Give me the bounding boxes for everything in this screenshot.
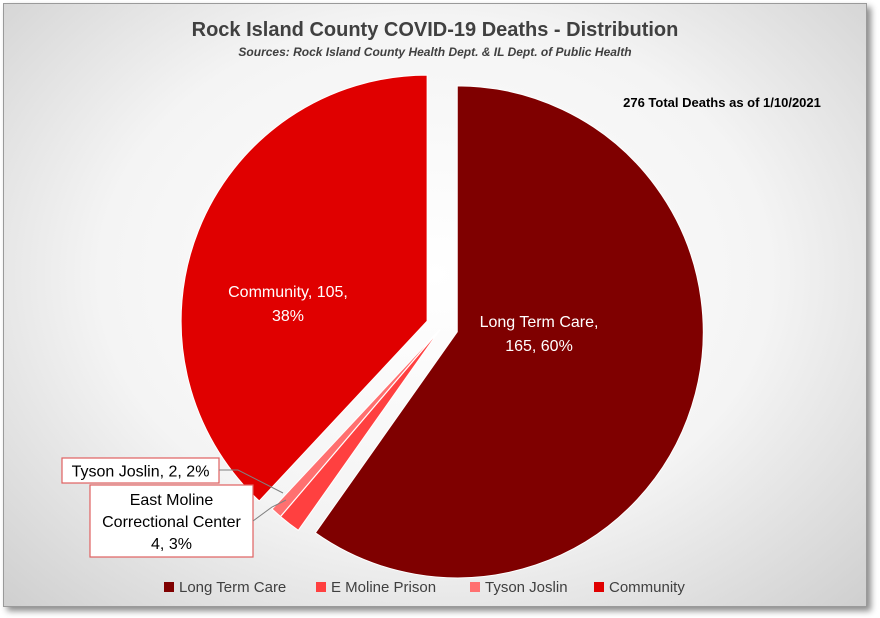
- chart-frame: Rock Island County COVID-19 Deaths - Dis…: [3, 3, 867, 607]
- legend-label-e-moline-prison: E Moline Prison: [331, 579, 436, 596]
- slice-label-long-term-care: Long Term Care,: [480, 314, 599, 331]
- slice-label-e-moline-prison: East Moline: [130, 492, 214, 509]
- pie-slice-tyson-joslin: [271, 328, 441, 518]
- pie-slice-long-term-care: [314, 85, 704, 579]
- slice-label-e-moline-prison: Correctional Center: [102, 514, 241, 531]
- slice-label-long-term-care: 165, 60%: [505, 338, 573, 355]
- legend-label-tyson-joslin: Tyson Joslin: [485, 579, 568, 596]
- slice-label-e-moline-prison: 4, 3%: [151, 536, 192, 553]
- legend-item-community: Community: [594, 579, 685, 596]
- leader-line-tyson-joslin: [219, 469, 284, 494]
- legend-label-community: Community: [609, 579, 685, 596]
- legend-item-long-term-care: Long Term Care: [164, 579, 286, 596]
- slice-labels: Long Term Care, 165, 60% East Moline Correc…: [61, 284, 599, 558]
- chart-legend: Long Term Care E Moline Prison Tyson Josli…: [164, 579, 685, 596]
- legend-swatch-tyson-joslin: [470, 582, 480, 592]
- legend-label-long-term-care: Long Term Care: [179, 579, 286, 596]
- legend-swatch-e-moline-prison: [316, 582, 326, 592]
- legend-item-tyson-joslin: Tyson Joslin: [470, 579, 568, 596]
- total-deaths-annotation: 276 Total Deaths as of 1/10/2021: [623, 95, 821, 110]
- slice-label-box-e-moline-prison: [89, 484, 254, 558]
- chart-title: Rock Island County COVID-19 Deaths - Dis…: [192, 19, 679, 41]
- chart-subtitle: Sources: Rock Island County Health Dept.…: [238, 45, 631, 59]
- legend-item-e-moline-prison: E Moline Prison: [316, 579, 436, 596]
- pie-slice-community: [180, 74, 428, 502]
- legend-swatch-community: [594, 582, 604, 592]
- chart-svg: Rock Island County COVID-19 Deaths - Dis…: [61, 19, 821, 596]
- legend-swatch-long-term-care: [164, 582, 174, 592]
- leader-line-e-moline-prison: [252, 499, 287, 522]
- pie-slices: [180, 74, 704, 579]
- slice-label-box-tyson-joslin: [61, 457, 220, 484]
- slice-label-tyson-joslin: Tyson Joslin, 2, 2%: [72, 464, 210, 481]
- slice-label-community: Community, 105,: [228, 284, 348, 301]
- slice-label-community: 38%: [272, 308, 304, 325]
